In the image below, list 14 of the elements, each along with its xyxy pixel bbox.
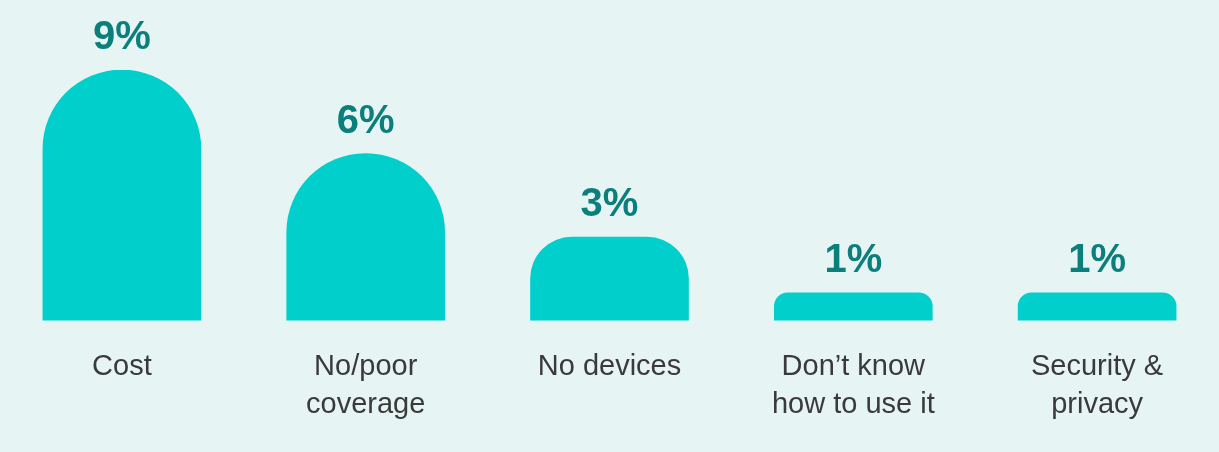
data-label: 1% [1068, 235, 1127, 280]
data-label: 3% [580, 180, 639, 225]
data-label: 6% [336, 96, 395, 141]
bar [1017, 292, 1177, 321]
x-tick-label: No/poor coverage [306, 349, 426, 420]
bar [530, 236, 689, 321]
bar [42, 70, 202, 321]
x-tick-label: Cost [92, 349, 152, 382]
data-label: 9% [92, 13, 151, 58]
x-tick-label: Don’t know how to use it [771, 349, 935, 420]
bar [773, 292, 933, 321]
data-label: 1% [824, 235, 883, 280]
x-tick-label: Security & privacy [1031, 349, 1164, 420]
x-tick-label: No devices [537, 349, 682, 382]
